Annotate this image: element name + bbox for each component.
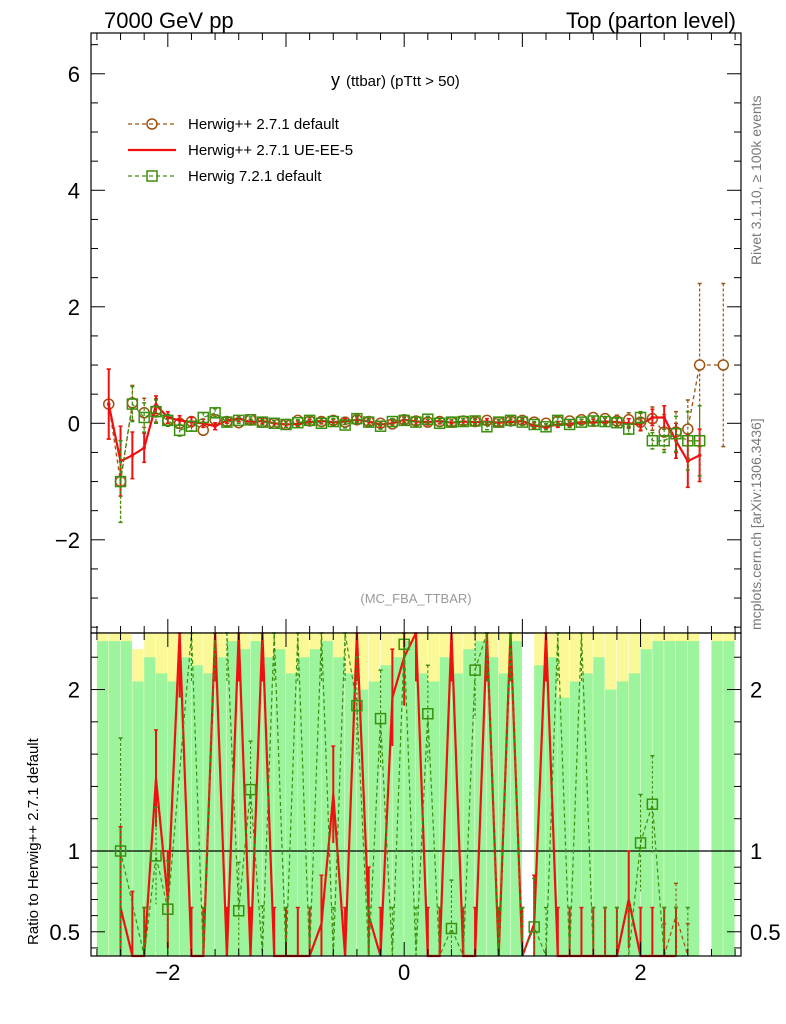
legend-label-3: Herwig 7.2.1 default xyxy=(188,168,322,185)
uncertainty-band-green xyxy=(711,641,722,956)
data-point xyxy=(695,360,705,370)
uncertainty-band-green xyxy=(428,681,439,956)
data-point xyxy=(178,419,182,423)
x-tick-label: 0 xyxy=(398,960,410,985)
x-tick-label: −2 xyxy=(155,960,180,985)
data-point xyxy=(213,424,217,428)
uncertainty-band-green xyxy=(298,657,309,956)
y-tick-label: 2 xyxy=(68,295,80,320)
mcplots-label: mcplots.cern.ch [arXiv:1306.3436] xyxy=(748,418,764,630)
rivet-label: Rivet 3.1.10, ≥ 100k events xyxy=(748,95,764,265)
ratio-y-tick-label-right: 0.5 xyxy=(750,920,781,945)
header-right: Top (parton level) xyxy=(566,8,736,33)
y-tick-label: 0 xyxy=(68,411,80,436)
y-tick-label: 4 xyxy=(68,178,80,203)
ratio-y-tick-label-right: 2 xyxy=(750,678,762,703)
uncertainty-band-green xyxy=(676,641,687,956)
data-point xyxy=(718,360,728,370)
uncertainty-band-green xyxy=(723,641,734,956)
ratio-y-tick-label-left: 2 xyxy=(68,678,80,703)
ratio-plot-content xyxy=(91,633,741,956)
main-title-sub: (ttbar) (pTtt > 50) xyxy=(346,73,460,90)
ratio-y-tick-label-right: 1 xyxy=(750,839,762,864)
uncertainty-band-green xyxy=(191,665,202,956)
uncertainty-band-green xyxy=(558,698,569,956)
ratio-plot: 0.5 0.5 1 1 2 2 −2 0 2 Ratio to Herwig++ 2.7.1 d… xyxy=(25,633,781,985)
uncertainty-band-green xyxy=(605,690,616,956)
uncertainty-band-green xyxy=(664,641,675,956)
ratio-y-tick-label-left: 1 xyxy=(68,839,80,864)
uncertainty-band-green xyxy=(641,649,652,956)
main-title-main: y xyxy=(331,70,340,90)
y-tick-label: −2 xyxy=(55,528,80,553)
uncertainty-band-green xyxy=(109,641,120,956)
uncertainty-band-green xyxy=(463,649,474,956)
uncertainty-band-green xyxy=(121,641,132,956)
uncertainty-band-green xyxy=(581,673,592,956)
x-tick-label: 2 xyxy=(634,960,646,985)
legend-label-2: Herwig++ 2.7.1 UE-EE-5 xyxy=(188,142,353,159)
uncertainty-band-green xyxy=(132,681,143,956)
ratio-ylabel: Ratio to Herwig++ 2.7.1 default xyxy=(25,737,42,945)
uncertainty-band-green xyxy=(97,641,108,956)
uncertainty-band-green xyxy=(593,657,604,956)
data-point xyxy=(662,416,666,420)
data-point xyxy=(142,446,146,450)
uncertainty-band-green xyxy=(629,673,640,956)
header-left: 7000 GeV pp xyxy=(104,8,234,33)
chart-figure: 7000 GeV pp Top (parton level) Rivet 3.1… xyxy=(0,0,786,1024)
watermark: (MC_FBA_TTBAR) xyxy=(360,591,471,606)
legend-label-1: Herwig++ 2.7.1 default xyxy=(188,116,340,133)
data-point xyxy=(131,454,135,458)
y-tick-label: 6 xyxy=(68,62,80,87)
data-point xyxy=(651,416,655,420)
uncertainty-band-green xyxy=(688,641,699,956)
ratio-y-tick-label-left: 0.5 xyxy=(49,920,80,945)
data-point xyxy=(107,402,111,406)
